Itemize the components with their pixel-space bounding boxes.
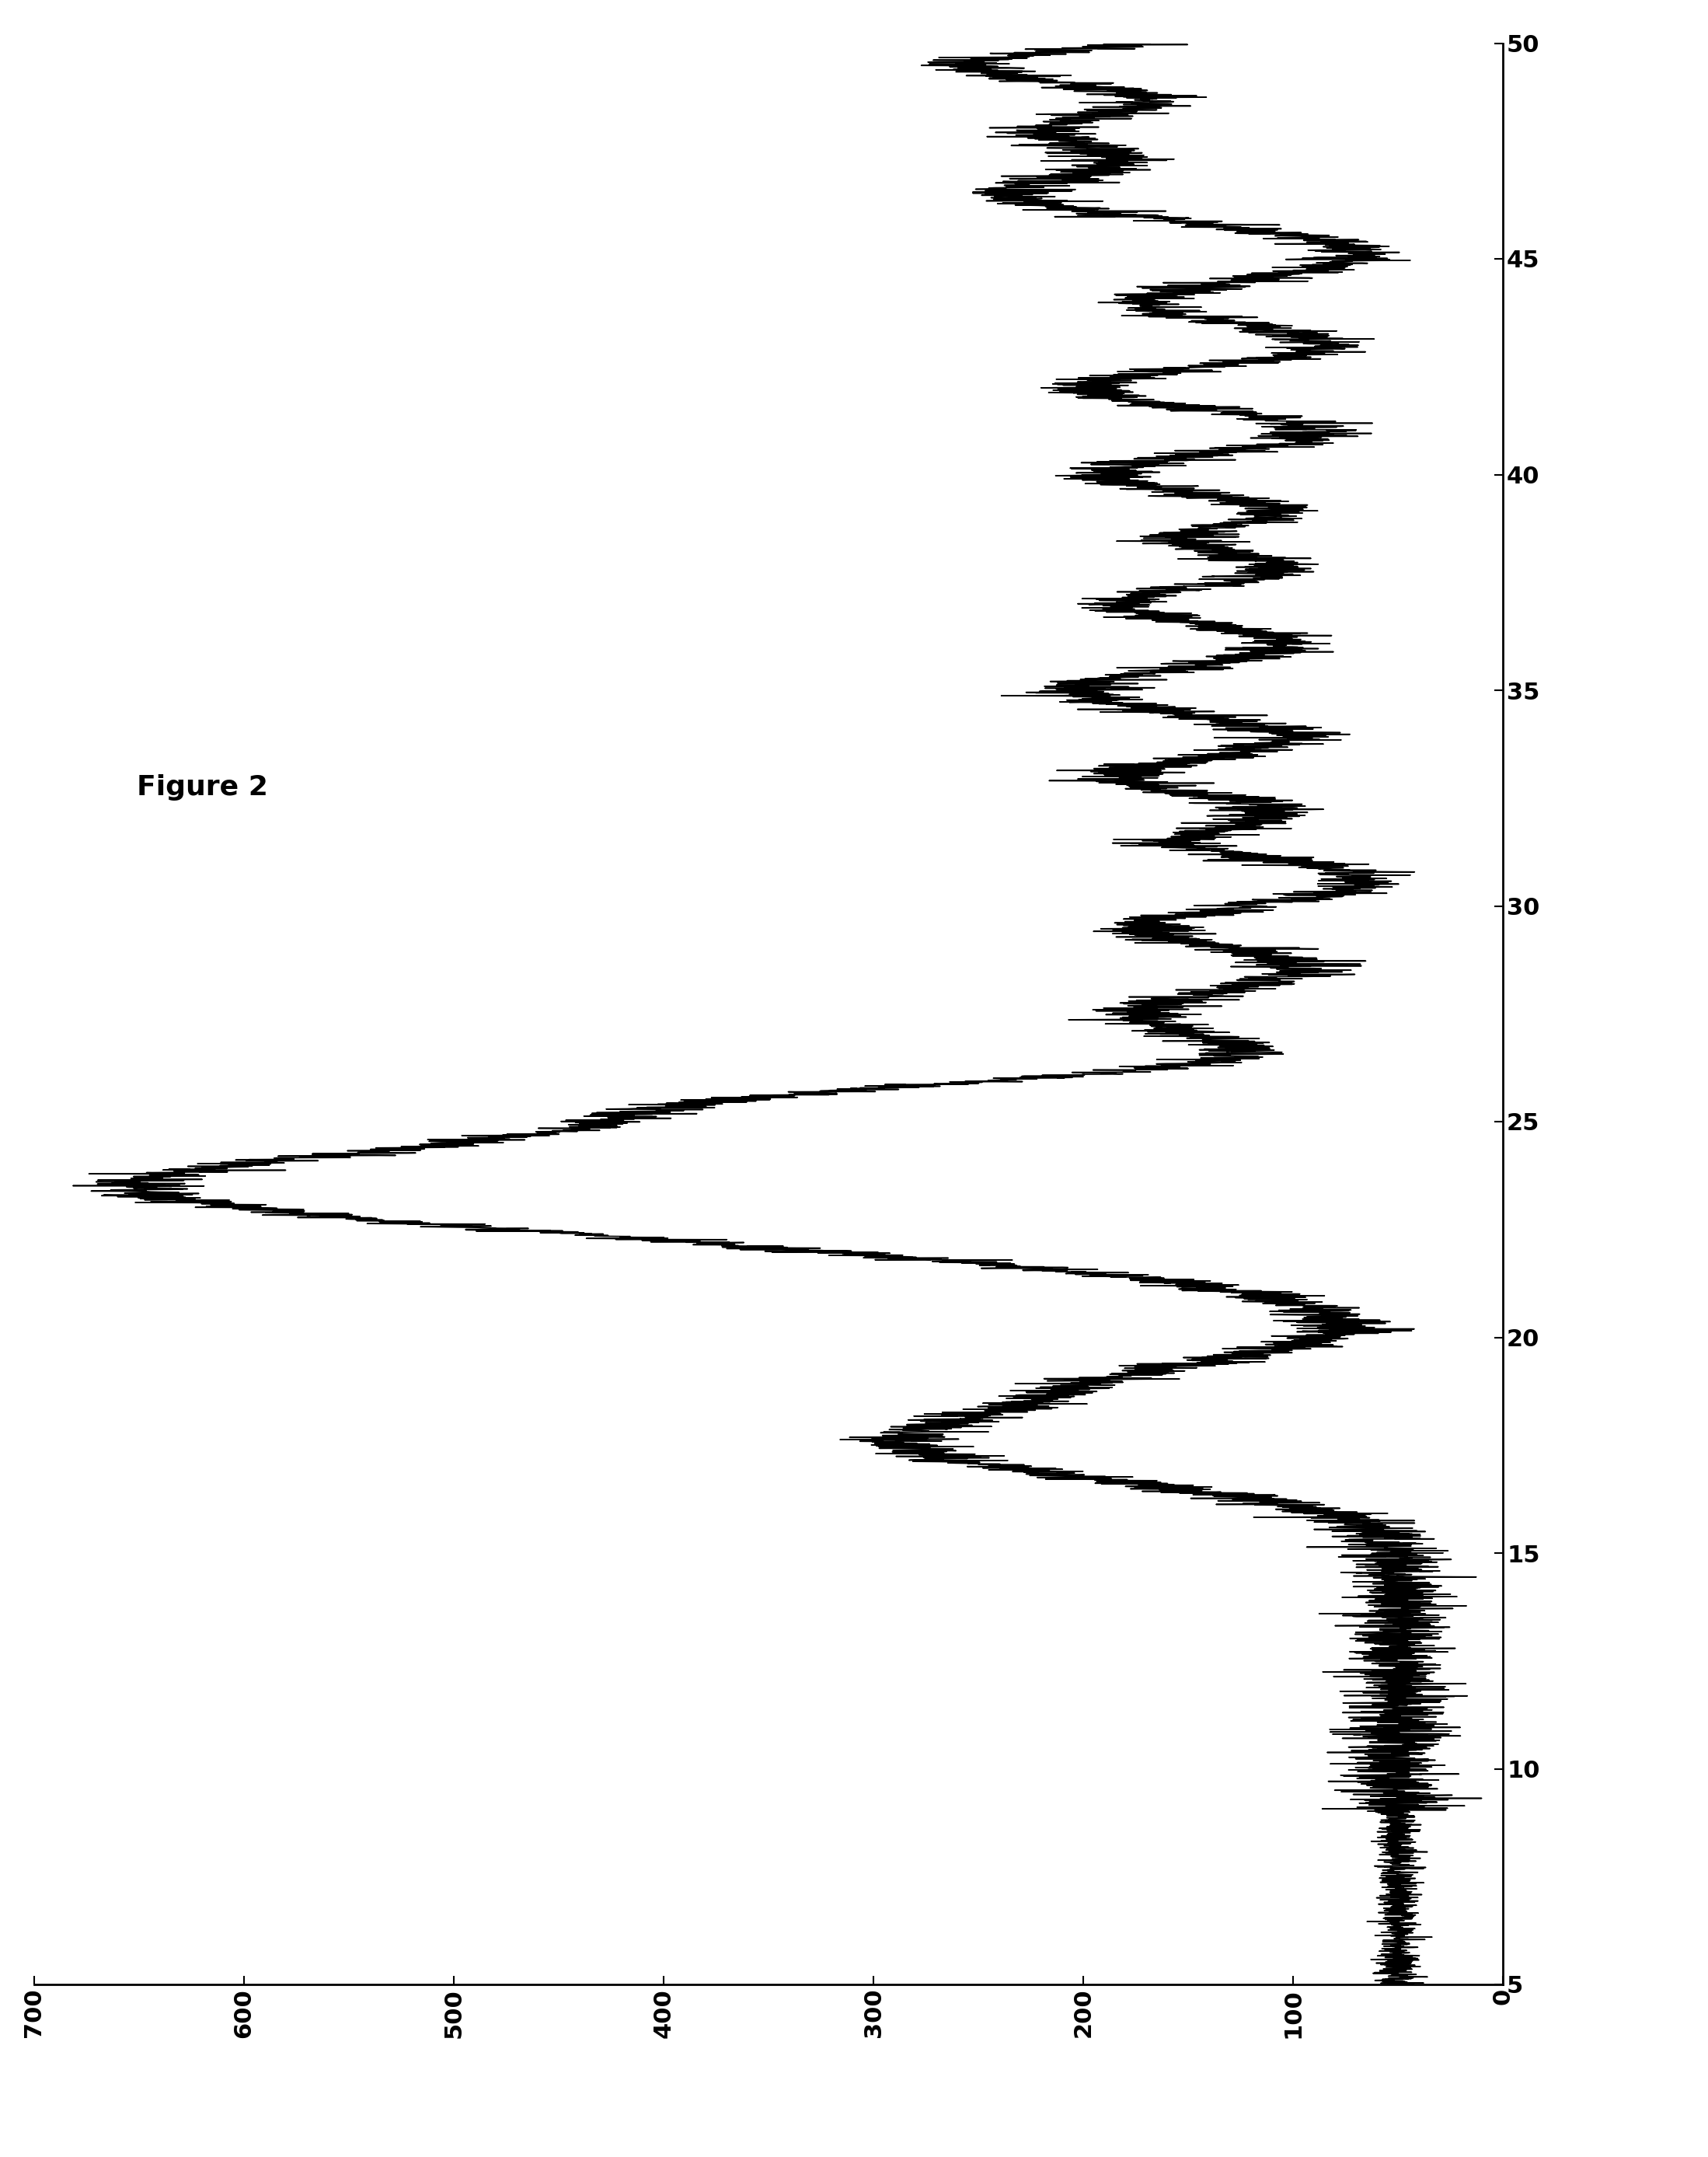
Text: Figure 2: Figure 2 <box>137 774 268 800</box>
